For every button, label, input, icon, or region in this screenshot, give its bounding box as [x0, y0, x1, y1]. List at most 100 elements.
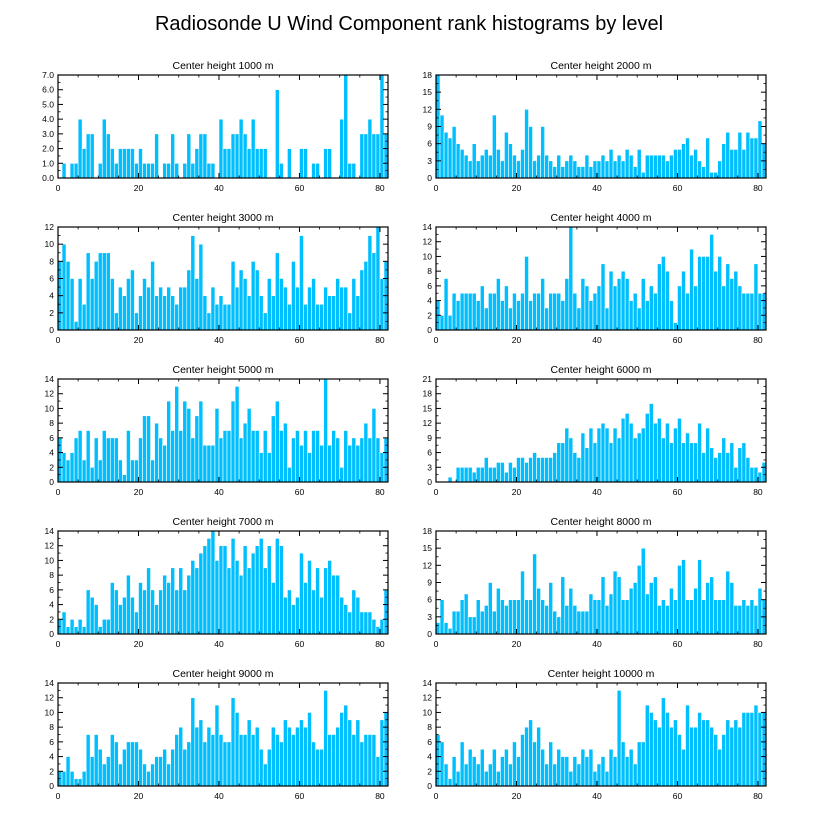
bar [475, 466, 481, 483]
x-tick-label: 0 [434, 183, 439, 193]
bar [741, 599, 747, 635]
bar [584, 285, 590, 331]
panel-title: Center height 10000 m [548, 668, 655, 680]
bar [242, 422, 248, 483]
bar [560, 300, 566, 331]
bar [636, 432, 642, 483]
bar [218, 118, 224, 179]
bar [709, 171, 714, 179]
bar [182, 589, 188, 635]
bar [657, 417, 662, 483]
bar [303, 726, 308, 787]
bar [291, 604, 296, 635]
bar [327, 295, 332, 331]
x-tick-label: 20 [134, 335, 144, 345]
bar [85, 133, 91, 179]
bar [492, 466, 497, 483]
bar [544, 307, 549, 331]
bar [669, 442, 674, 483]
bar [713, 270, 718, 331]
bar [483, 307, 489, 331]
bar [202, 295, 208, 331]
bar [596, 427, 602, 483]
bar [162, 748, 167, 787]
y-tick-label: 2 [49, 308, 54, 318]
figure-title: Radiosonde U Wind Component rank histogr… [155, 13, 663, 35]
bar [588, 166, 594, 179]
bar [283, 422, 288, 483]
bar [500, 599, 505, 635]
x-tick-label: 80 [375, 335, 385, 345]
bar [222, 430, 228, 483]
bar [689, 248, 694, 331]
bar [632, 582, 638, 635]
y-tick-label: 9 [427, 578, 432, 588]
bar [648, 154, 654, 179]
bar [455, 300, 461, 331]
bar [226, 430, 232, 483]
bar [61, 243, 67, 331]
x-tick-label: 40 [592, 335, 602, 345]
bar [138, 748, 143, 787]
x-tick-label: 80 [753, 639, 763, 649]
bar [624, 756, 630, 787]
bar [733, 149, 739, 179]
bar [729, 442, 735, 483]
bar [250, 261, 256, 331]
bar [644, 300, 650, 331]
bar [351, 437, 357, 483]
bar [576, 610, 582, 635]
bar [311, 741, 316, 787]
bar [560, 756, 566, 787]
bar [230, 261, 236, 331]
y-tick-label: 5.0 [42, 99, 54, 109]
bar [753, 466, 759, 483]
bar [496, 149, 501, 179]
bar [218, 734, 224, 787]
bar [158, 286, 163, 331]
bar [323, 567, 328, 635]
bar [455, 143, 461, 179]
bar [275, 400, 280, 483]
panel-title: Center height 3000 m [173, 212, 274, 224]
bar [745, 712, 751, 787]
bar [496, 462, 501, 483]
x-tick-label: 0 [56, 183, 61, 193]
bar [512, 599, 517, 635]
bar [479, 285, 485, 331]
bar [367, 734, 373, 787]
y-tick-label: 0 [427, 629, 432, 639]
bar [681, 748, 686, 787]
bar [451, 756, 457, 787]
x-tick-label: 20 [512, 335, 522, 345]
bar [753, 263, 759, 331]
bar [488, 763, 493, 787]
bar [126, 148, 131, 179]
bar [757, 120, 763, 179]
bar [536, 292, 541, 331]
bar [673, 599, 678, 635]
bar [202, 133, 208, 179]
bar [122, 474, 127, 483]
bar [492, 114, 497, 179]
y-tick-label: 6 [427, 448, 432, 458]
bar [69, 618, 75, 635]
bar [262, 763, 268, 787]
bar [596, 599, 602, 635]
histogram-panel-5: Center height 6000 m 0 20 40 60 80 0 3 6 9 12 15 18 2… [423, 364, 767, 497]
x-tick-label: 80 [753, 791, 763, 801]
bar [214, 408, 220, 483]
bar [170, 295, 175, 331]
bar [673, 149, 678, 179]
bar [451, 610, 457, 635]
bar [572, 160, 578, 179]
bar [564, 160, 570, 179]
y-tick-label: 0 [427, 477, 432, 487]
bar [608, 149, 614, 179]
y-tick-label: 4 [49, 600, 54, 610]
bar [375, 133, 381, 179]
bar [198, 133, 204, 179]
x-tick-label: 40 [214, 487, 224, 497]
bar [101, 430, 107, 483]
bar [681, 143, 686, 179]
